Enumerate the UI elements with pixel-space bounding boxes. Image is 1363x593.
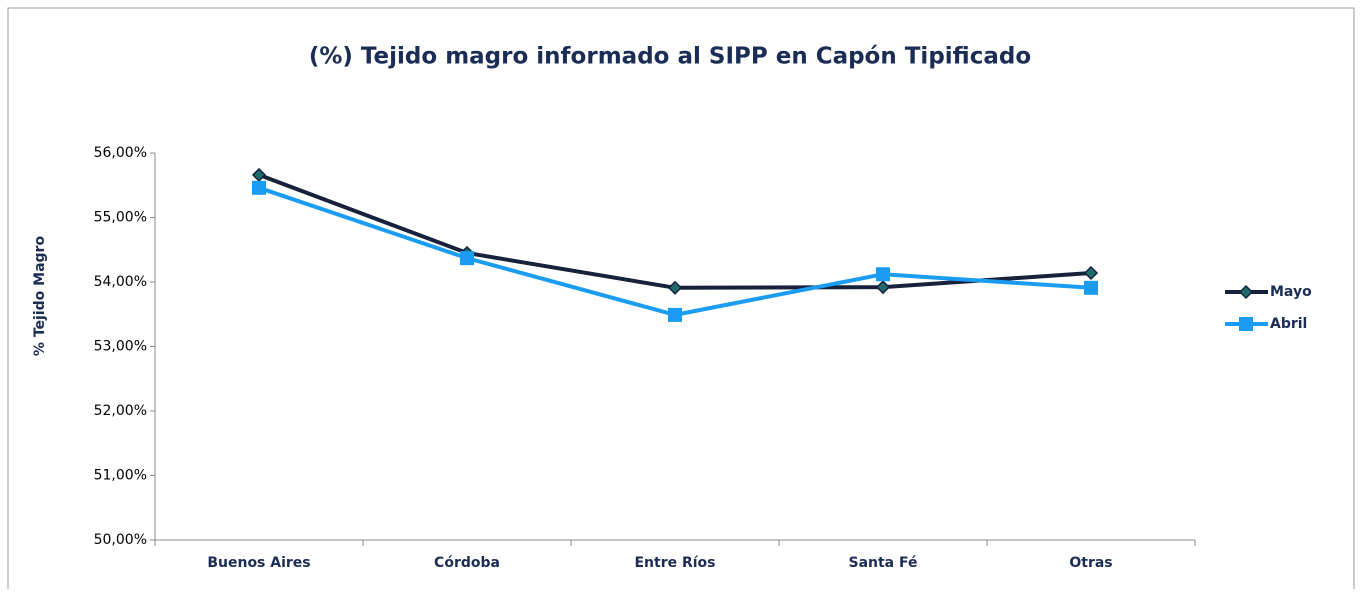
- x-tick-label: Buenos Aires: [207, 555, 310, 571]
- chart-title: (%) Tejido magro informado al SIPP en Ca…: [309, 44, 1031, 70]
- x-tick-label: Santa Fé: [848, 555, 917, 571]
- line-marker: [1084, 280, 1098, 295]
- y-tick-label: 53,00%: [94, 339, 147, 355]
- line-marker: [875, 280, 891, 295]
- line-marker: [460, 251, 474, 266]
- line-marker: [252, 180, 266, 195]
- line-marker: [668, 307, 682, 322]
- line-marker: [876, 267, 890, 282]
- y-axis-label: % Tejido Magro: [32, 236, 48, 357]
- x-tick-label: Otras: [1069, 555, 1112, 571]
- y-tick-label: 52,00%: [94, 403, 147, 419]
- y-tick-label: 56,00%: [94, 145, 147, 161]
- legend-marker: [1238, 284, 1254, 300]
- chart-frame: [7, 7, 1355, 593]
- y-tick-label: 50,00%: [94, 532, 147, 548]
- y-tick-label: 51,00%: [94, 468, 147, 484]
- line-marker: [1083, 265, 1099, 281]
- y-tick-label: 54,00%: [94, 274, 147, 290]
- y-tick-label: 55,00%: [94, 210, 147, 226]
- legend-label: Mayo: [1270, 284, 1312, 300]
- legend-marker: [1239, 317, 1253, 331]
- legend-label: Abril: [1270, 316, 1307, 332]
- x-tick-label: Córdoba: [434, 555, 500, 571]
- x-tick-label: Entre Ríos: [634, 555, 715, 571]
- line-marker: [667, 280, 683, 295]
